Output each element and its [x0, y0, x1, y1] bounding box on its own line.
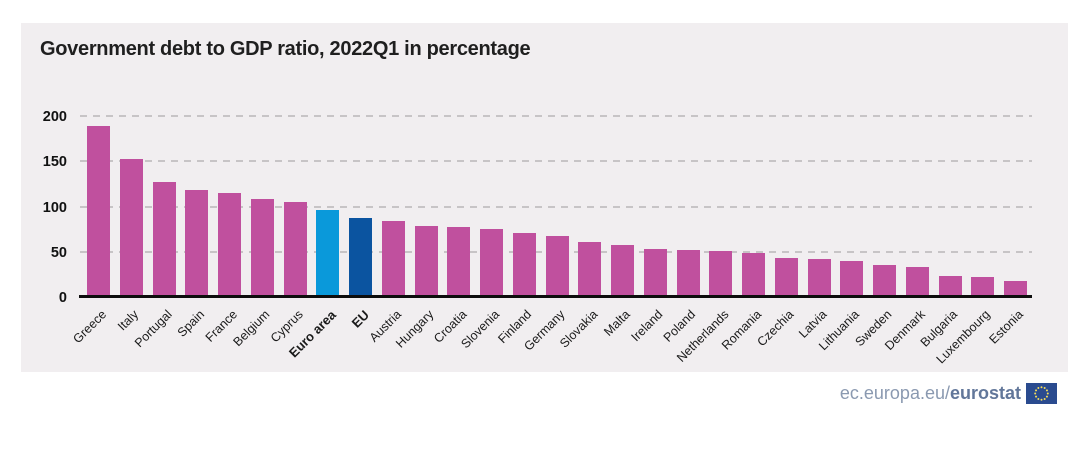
bar-column: Portugal	[132, 116, 176, 350]
bar-slovenia	[480, 229, 503, 297]
bar-luxembourg	[971, 276, 995, 297]
bar-sweden	[873, 265, 896, 297]
bar-column: EU	[348, 116, 372, 331]
bar-column: Sweden	[853, 116, 896, 349]
bar-column: Estonia	[986, 116, 1027, 347]
bar-euro-area	[316, 210, 340, 297]
bar-column: Croatia	[431, 116, 471, 346]
bar-cyprus	[283, 202, 307, 297]
bar-bulgaria	[938, 276, 962, 297]
x-tick-label-estonia: Estonia	[986, 307, 1026, 347]
bar-croatia	[447, 227, 471, 297]
bar-column: Malta	[601, 116, 634, 339]
chart-title: Government debt to GDP ratio, 2022Q1 in …	[40, 38, 531, 60]
bar-column: Czechia	[755, 116, 798, 349]
bar-estonia	[1004, 281, 1027, 297]
bar-column: Belgium	[231, 116, 274, 349]
bar-france	[218, 193, 241, 297]
y-tick-label-100: 100	[42, 199, 67, 216]
bar-spain	[185, 190, 209, 297]
bar-column: Germany	[521, 116, 569, 354]
bar-column: Denmark	[882, 116, 929, 353]
bar-column: Poland	[661, 116, 700, 345]
gridline-100	[80, 205, 1032, 208]
y-tick-label-200: 200	[42, 109, 67, 125]
url-bold-part: eurostat	[949, 383, 1021, 403]
bar-column: Romania	[719, 116, 765, 353]
bar-germany	[545, 235, 569, 297]
bars-row: Greece Italy Portugal Spain France Belgium Cyp…	[70, 116, 1027, 366]
bar-column: Bulgaria	[918, 116, 962, 350]
bar-column: Ireland	[629, 116, 667, 344]
x-tick-label-eu: EU	[348, 307, 372, 331]
x-tick-label-italy: Italy	[115, 307, 142, 334]
eu-flag-icon	[1026, 383, 1057, 404]
x-tick-label-ireland: Ireland	[628, 307, 666, 345]
bar-lithuania	[840, 260, 864, 297]
bar-column: Latvia	[796, 116, 831, 341]
bar-column: Cyprus	[267, 116, 307, 345]
bar-malta	[611, 245, 634, 297]
bar-column: Spain	[175, 116, 209, 340]
eu-flag-stars	[1034, 386, 1049, 401]
footer-credit: ec.europa.eu/eurostat	[840, 383, 1057, 404]
bar-column: Netherlands	[674, 116, 733, 365]
bar-hungary	[414, 226, 438, 297]
bar-column: Luxembourg	[934, 116, 995, 366]
url-regular-part: ec.europa.eu/	[839, 383, 950, 403]
bar-austria	[381, 220, 405, 297]
bar-column: Slovenia	[458, 116, 503, 351]
y-tick-label-50: 50	[50, 244, 67, 261]
y-tick-label-150: 150	[42, 154, 67, 171]
y-tick-label-0: 0	[58, 290, 67, 306]
bar-column: Austria	[366, 116, 405, 345]
bar-column: Finland	[496, 116, 536, 346]
bar-ireland	[643, 249, 667, 297]
bar-column: Lithuania	[816, 116, 864, 353]
gridline-200	[80, 115, 1032, 117]
chart-card: Government debt to GDP ratio, 2022Q1 in …	[21, 23, 1068, 372]
bar-czechia	[774, 258, 798, 297]
bar-latvia	[807, 259, 831, 297]
bar-portugal	[152, 182, 176, 297]
bar-belgium	[250, 199, 274, 297]
x-tick-label-greece: Greece	[69, 307, 109, 347]
bar-column: Slovakia	[557, 116, 602, 351]
bar-poland	[676, 249, 700, 297]
bar-column: Greece	[70, 116, 110, 346]
gridline-150	[80, 160, 1032, 163]
bar-column: Italy	[115, 116, 143, 333]
x-axis-line	[79, 295, 1032, 298]
bar-netherlands	[709, 250, 733, 297]
bar-slovakia	[578, 241, 602, 297]
bar-italy	[119, 158, 143, 297]
eurostat-url-link[interactable]: ec.europa.eu/eurostat	[840, 383, 1021, 404]
bar-romania	[742, 253, 765, 297]
plot-area: Greece Italy Portugal Spain France Belgium Cyp…	[43, 110, 1032, 366]
bar-finland	[512, 232, 536, 297]
bar-greece	[87, 125, 110, 297]
bar-eu	[349, 217, 372, 297]
bar-denmark	[905, 266, 929, 297]
bar-column: Euro area	[286, 116, 340, 360]
bar-column: France	[202, 116, 241, 345]
bar-column: Hungary	[393, 116, 438, 351]
